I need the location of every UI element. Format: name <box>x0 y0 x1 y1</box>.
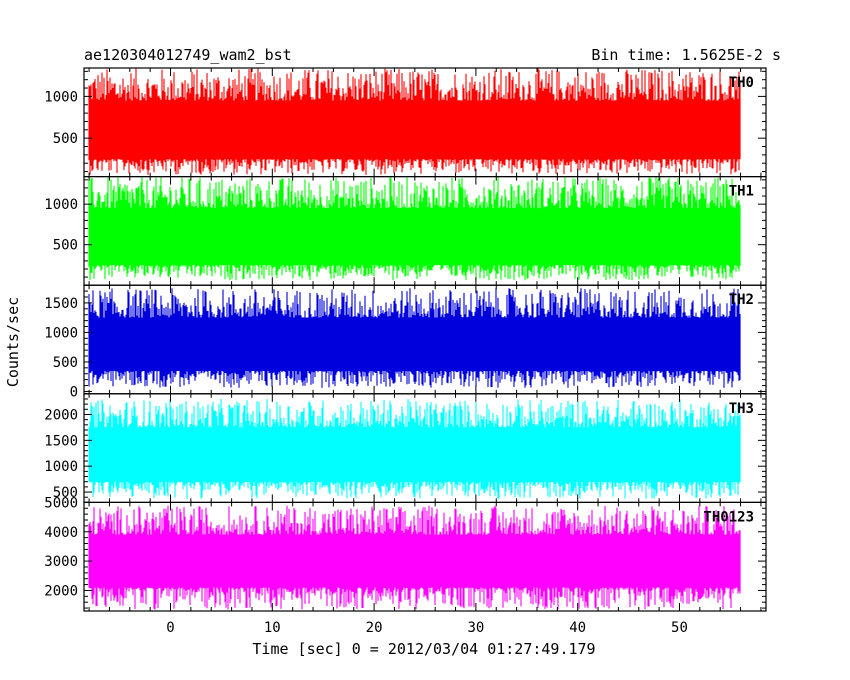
bin-time-label: Bin time: 1.5625E-2 s <box>591 46 781 64</box>
x-tick-label: 20 <box>366 620 383 636</box>
y-tick-label-th0: 500 <box>53 131 78 147</box>
panel-name-th0: TH0 <box>729 75 754 91</box>
series-spikes-th1 <box>88 176 741 281</box>
panel-th0123-frame <box>83 501 767 612</box>
series-spikes-th0 <box>88 68 741 175</box>
panel-name-th1: TH1 <box>729 184 754 200</box>
panel-name-th2: TH2 <box>729 292 754 308</box>
panel-th0123-series <box>88 505 741 610</box>
panel-th2-series <box>88 288 741 388</box>
chart-title: ae120304012749_wam2_bst <box>84 46 292 64</box>
y-tick-label-th0123: 3000 <box>44 554 78 570</box>
series-spikes-th2 <box>88 288 741 388</box>
y-tick-label-th3: 500 <box>53 485 78 501</box>
panel-th3-series <box>88 399 741 499</box>
y-tick-label-th2: 1000 <box>44 325 78 341</box>
y-axis-label: Counts/sec <box>4 297 22 387</box>
y-tick-label-th0: 1000 <box>44 89 78 105</box>
series-spikes-th0123 <box>88 505 741 610</box>
y-tick-label-th3: 1000 <box>44 459 78 475</box>
y-tick-label-th2: 0 <box>70 384 78 400</box>
y-tick-label-th3: 1500 <box>44 433 78 449</box>
panel-th0-series <box>88 68 741 175</box>
panel-name-th3: TH3 <box>729 401 754 417</box>
x-tick-label: 40 <box>569 620 586 636</box>
y-tick-label-th2: 1500 <box>44 296 78 312</box>
panel-name-th0123: TH0123 <box>703 509 754 525</box>
x-axis-label: Time [sec] 0 = 2012/03/04 01:27:49.179 <box>252 640 595 658</box>
series-spikes-th3 <box>88 399 741 499</box>
x-tick-label: 30 <box>467 620 484 636</box>
y-tick-label-th0123: 2000 <box>44 583 78 599</box>
series-layer <box>88 68 741 610</box>
y-tick-label-th3: 2000 <box>44 407 78 423</box>
y-tick-label-th1: 500 <box>53 238 78 254</box>
x-tick-label: 50 <box>671 620 688 636</box>
x-tick-label: 0 <box>166 620 174 636</box>
y-tick-label-th1: 1000 <box>44 197 78 213</box>
x-tick-label: 10 <box>264 620 281 636</box>
y-tick-label-th2: 500 <box>53 355 78 371</box>
panel-th1-series <box>88 176 741 281</box>
y-tick-label-th0123: 4000 <box>44 525 78 541</box>
y-tick-label-th0123: 5000 <box>44 495 78 511</box>
